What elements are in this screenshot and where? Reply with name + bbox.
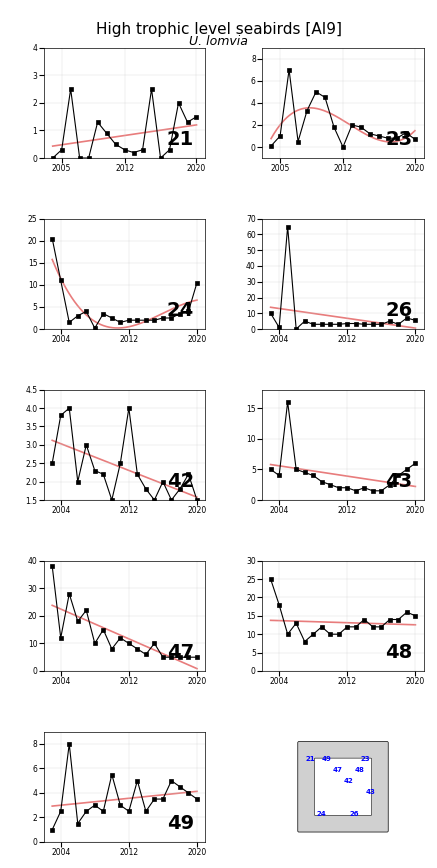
Text: 24: 24: [316, 812, 326, 818]
FancyBboxPatch shape: [314, 758, 372, 816]
Text: 43: 43: [385, 472, 413, 491]
Text: 47: 47: [333, 767, 343, 773]
Text: 48: 48: [354, 767, 364, 773]
FancyBboxPatch shape: [298, 741, 388, 832]
Text: 21: 21: [305, 756, 315, 762]
Text: 26: 26: [385, 301, 413, 320]
Text: 26: 26: [349, 812, 359, 818]
Text: 49: 49: [322, 756, 331, 762]
Text: 21: 21: [167, 130, 194, 149]
Text: 23: 23: [385, 130, 413, 149]
Text: 48: 48: [385, 643, 413, 662]
Text: 42: 42: [343, 779, 354, 785]
Text: U. lomvia: U. lomvia: [189, 35, 248, 48]
Text: 47: 47: [167, 643, 194, 662]
Text: 49: 49: [167, 814, 194, 833]
Text: 24: 24: [167, 301, 194, 320]
Text: 43: 43: [366, 789, 375, 795]
Text: 23: 23: [360, 756, 370, 762]
Text: High trophic level seabirds [AI9]: High trophic level seabirds [AI9]: [96, 22, 341, 36]
Text: 42: 42: [167, 472, 194, 491]
